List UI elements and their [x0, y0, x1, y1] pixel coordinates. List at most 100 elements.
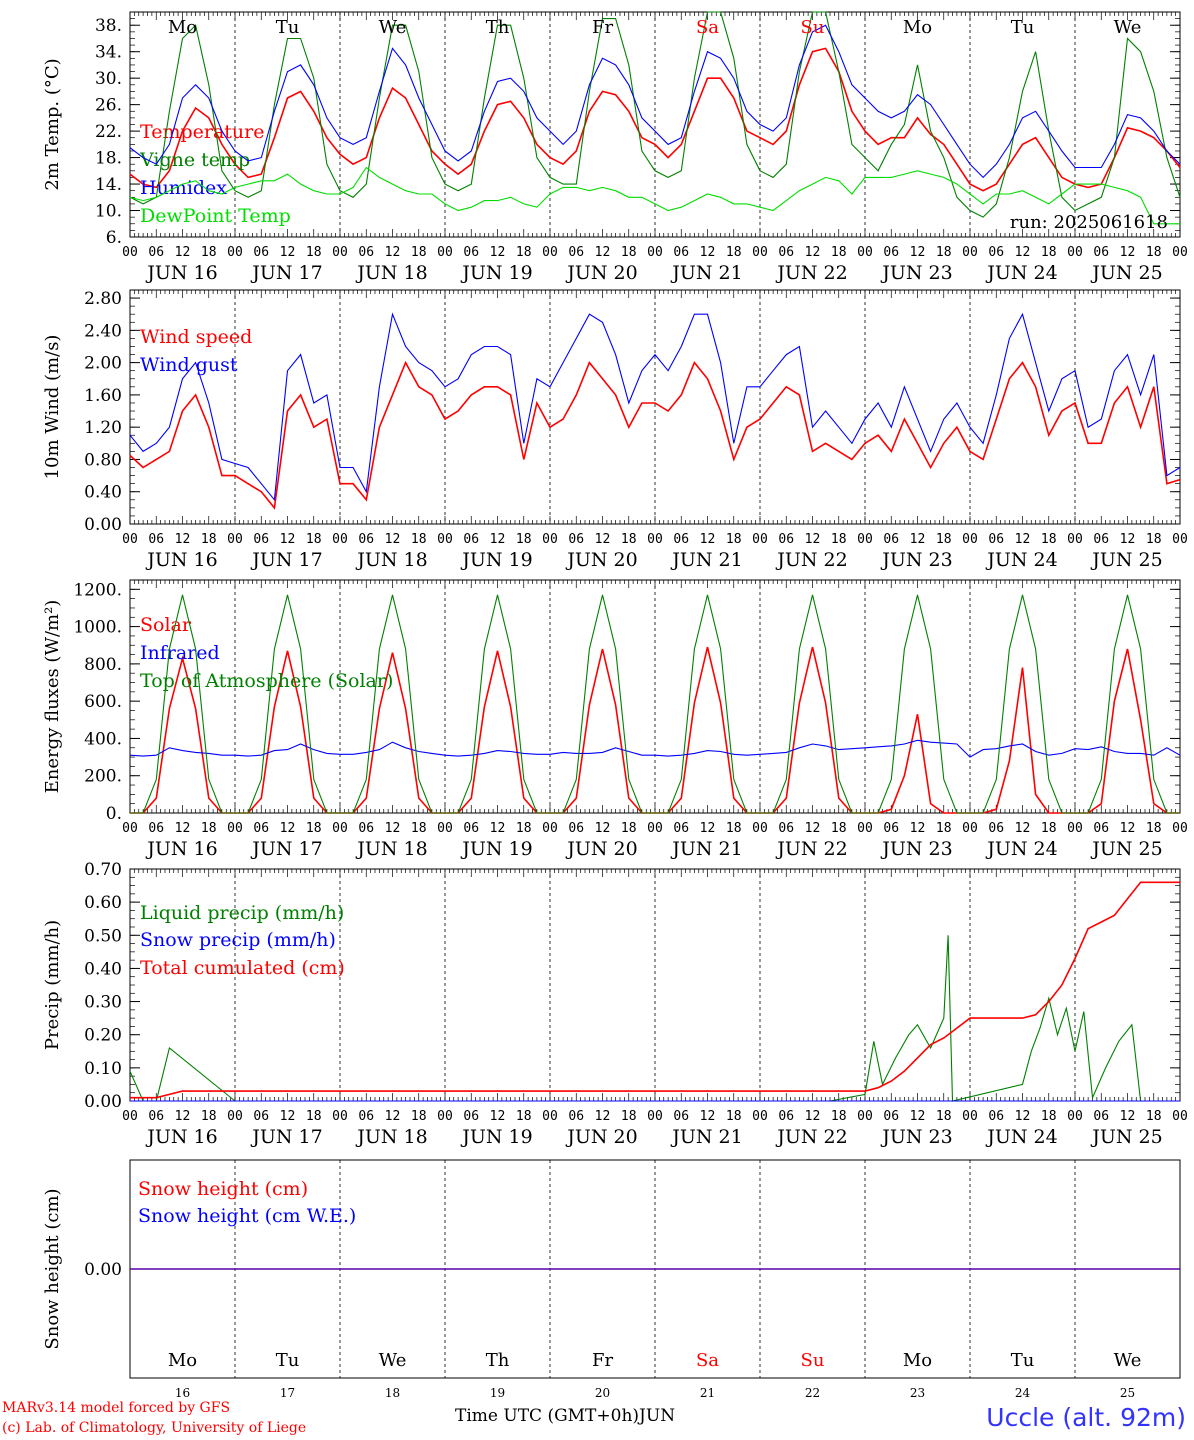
y-tick-label: 0.10 [84, 1059, 122, 1079]
date-label: JUN 24 [985, 262, 1057, 284]
hour-tick-label: 00 [962, 245, 978, 260]
series-line-4-3 [130, 881, 1180, 1099]
hour-tick-label: 18 [1146, 821, 1162, 836]
y-tick-label: 0.40 [84, 483, 122, 503]
date-label: JUN 24 [985, 1126, 1057, 1148]
y-tick-label: 400. [84, 729, 122, 749]
hour-tick-label: 12 [910, 821, 926, 836]
date-label: JUN 24 [985, 838, 1057, 860]
hour-tick-label: 12 [385, 245, 401, 260]
hour-tick-label: 06 [358, 245, 374, 260]
hour-tick-label: 12 [280, 821, 296, 836]
hour-tick-label: 00 [227, 821, 243, 836]
hour-tick-label: 00 [122, 1109, 138, 1124]
hour-tick-label: 00 [542, 532, 558, 547]
weekday-label-bottom: We [1114, 1350, 1142, 1371]
hour-tick-label: 12 [1120, 532, 1136, 547]
date-label: JUN 19 [460, 549, 532, 571]
hour-tick-label: 18 [1146, 245, 1162, 260]
run-annotation: run: 2025061618 [1010, 212, 1168, 233]
hour-tick-label: 18 [306, 1109, 322, 1124]
hour-tick-label: 18 [411, 821, 427, 836]
hour-tick-label: 12 [490, 821, 506, 836]
date-label: JUN 16 [145, 838, 217, 860]
x-axis-label: Time UTC (GMT+0h) [455, 1406, 640, 1426]
panel-3: 00 06 12 18 00 06 12 18 00 06 12 18 00 06 12 18 00 06 12 18… [42, 579, 1188, 860]
hour-tick-label: 06 [253, 532, 269, 547]
hour-tick-label: 18 [936, 245, 952, 260]
date-label: JUN 22 [775, 838, 847, 860]
hour-tick-label: 06 [778, 821, 794, 836]
y-tick-label: 0.50 [84, 926, 122, 946]
legend-entry: Wind gust [140, 354, 238, 376]
hour-tick-label: 18 [201, 1109, 217, 1124]
hour-tick-label: 12 [280, 532, 296, 547]
hour-tick-label: 06 [673, 821, 689, 836]
hour-tick-label: 12 [1120, 245, 1136, 260]
series-line-1-3 [129, 24, 1181, 179]
hour-tick-label: 06 [988, 821, 1004, 836]
hour-tick-label: 00 [962, 821, 978, 836]
hour-tick-label: 06 [148, 245, 164, 260]
hour-tick-label: 06 [988, 532, 1004, 547]
y-tick-label: 10. [95, 202, 122, 222]
hour-tick-label: 18 [831, 1109, 847, 1124]
y-tick-label: 30. [95, 69, 122, 89]
hour-tick-label: 18 [516, 821, 532, 836]
weekday-label-top: Th [486, 17, 510, 38]
hour-tick-label: 12 [175, 532, 191, 547]
hour-tick-label: 00 [1067, 1109, 1083, 1124]
y-tick-label: 1000. [73, 618, 122, 638]
hour-tick-label: 00 [1172, 821, 1188, 836]
y-tick-label: 18. [95, 149, 122, 169]
hour-tick-label: 12 [805, 245, 821, 260]
date-label: JUN 21 [670, 262, 742, 284]
hour-tick-label: 12 [175, 1109, 191, 1124]
date-label: JUN 25 [1090, 262, 1162, 284]
y-tick-label: 600. [84, 692, 122, 712]
legend-entry: DewPoint Temp [140, 205, 291, 227]
hour-tick-label: 12 [700, 821, 716, 836]
weekday-label-top: We [379, 17, 407, 38]
y-axis-label: Energy fluxes (W/m²) [42, 600, 63, 794]
y-tick-label: 6. [106, 228, 122, 248]
series-line-2-2 [129, 312, 1181, 502]
hour-tick-label: 12 [490, 245, 506, 260]
hour-tick-label: 00 [1067, 245, 1083, 260]
hour-tick-label: 12 [1015, 1109, 1031, 1124]
hour-tick-label: 00 [647, 532, 663, 547]
y-tick-label: 0.00 [84, 515, 122, 535]
legend-entry: Wind speed [140, 326, 252, 348]
hour-tick-label: 00 [227, 1109, 243, 1124]
footer-station: Uccle (alt. 92m) [986, 1403, 1186, 1432]
date-label: JUN 23 [880, 838, 952, 860]
date-label: JUN 17 [250, 262, 322, 284]
hour-tick-label: 18 [411, 1109, 427, 1124]
date-label: JUN 24 [985, 549, 1057, 571]
date-label: JUN 16 [145, 549, 217, 571]
y-axis-label: Snow height (cm) [42, 1188, 63, 1349]
hour-tick-label: 18 [306, 821, 322, 836]
hour-tick-label: 18 [1041, 1109, 1057, 1124]
hour-tick-label: 06 [358, 532, 374, 547]
y-tick-label: 22. [95, 122, 122, 142]
hour-tick-label: 06 [253, 821, 269, 836]
y-tick-label: 200. [84, 767, 122, 787]
date-label: JUN 25 [1090, 838, 1162, 860]
hour-tick-label: 00 [647, 821, 663, 836]
hour-tick-label: 00 [332, 1109, 348, 1124]
y-tick-label: 0.00 [84, 1092, 122, 1112]
hour-tick-label: 00 [752, 821, 768, 836]
date-label: JUN 17 [250, 838, 322, 860]
hour-tick-label: 00 [122, 245, 138, 260]
hour-tick-label: 18 [726, 821, 742, 836]
panel-2: 00 06 12 18 00 06 12 18 00 06 12 18 00 06 12 18 00 06 12 18… [42, 289, 1188, 571]
hour-tick-label: 06 [988, 245, 1004, 260]
hour-tick-label: 12 [700, 245, 716, 260]
y-tick-label: 1.20 [84, 418, 122, 438]
weekday-label-top: Tu [1011, 17, 1035, 38]
day-number-label: 16 [175, 1386, 190, 1400]
date-label: JUN 25 [1090, 1126, 1162, 1148]
hour-tick-label: 18 [621, 245, 637, 260]
